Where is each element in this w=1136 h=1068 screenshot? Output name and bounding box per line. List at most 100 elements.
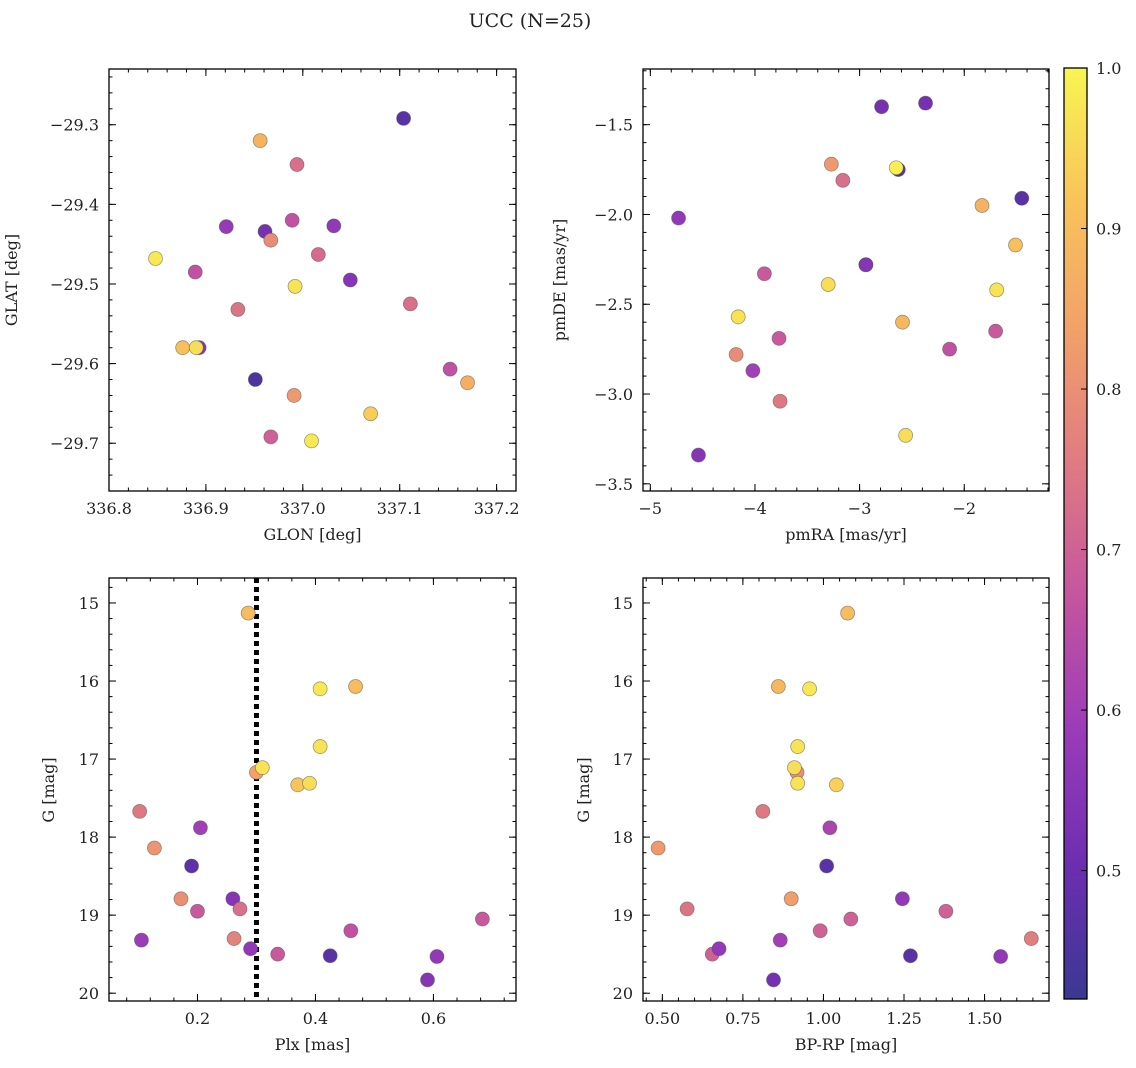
data-point xyxy=(993,949,1009,964)
data-point xyxy=(1008,237,1023,253)
data-point xyxy=(691,447,706,463)
data-point xyxy=(342,272,358,288)
y-tick-label: −3.5 xyxy=(594,475,633,494)
y-tick-label: 15 xyxy=(79,594,99,613)
data-point xyxy=(225,891,241,907)
x-tick-label: 1.00 xyxy=(806,1009,842,1028)
data-point xyxy=(175,340,191,356)
x-tick-label: 1.50 xyxy=(967,1009,1003,1028)
y-tick-label: −29.5 xyxy=(50,275,99,294)
data-point xyxy=(188,340,204,356)
data-point xyxy=(898,427,914,443)
data-point xyxy=(728,347,744,362)
y-tick-label: −3.0 xyxy=(594,385,633,404)
data-point xyxy=(184,858,199,874)
scatter-panel: 336.8 336.9 337.0 337.1 337.2 −29.3 −29.4 −29.5… xyxy=(2,68,520,544)
data-point xyxy=(193,820,208,836)
data-point xyxy=(343,923,359,939)
data-point xyxy=(770,679,786,694)
y-tick-label: 19 xyxy=(613,906,633,925)
data-point xyxy=(402,296,418,312)
data-point xyxy=(895,314,910,330)
x-axis-label: pmRA [mas/yr] xyxy=(785,525,907,544)
data-point xyxy=(790,775,806,791)
y-tick-label: −2.0 xyxy=(594,205,633,224)
data-point xyxy=(460,375,475,391)
y-axis-label: pmDE [mas/yr] xyxy=(550,219,569,342)
data-point xyxy=(243,941,258,957)
plot-frame xyxy=(642,68,1050,492)
data-point xyxy=(263,429,279,445)
y-tick-label: −1.5 xyxy=(594,116,633,135)
data-point xyxy=(679,901,695,917)
data-point xyxy=(286,388,302,403)
data-point xyxy=(304,433,319,449)
data-point xyxy=(766,972,781,988)
y-tick-label: 20 xyxy=(79,984,99,1003)
data-point xyxy=(790,739,806,754)
data-point xyxy=(772,932,788,948)
x-tick-label: 337.0 xyxy=(280,499,326,518)
y-tick-label: −29.7 xyxy=(50,434,99,453)
x-tick-label: 337.2 xyxy=(474,499,520,518)
y-tick-label: 17 xyxy=(613,750,633,769)
panels: 336.8 336.9 337.0 337.1 337.2 −29.3 −29.4 −29.5… xyxy=(2,68,1050,1054)
data-point xyxy=(187,264,203,280)
y-tick-label: 15 xyxy=(613,594,633,613)
data-point xyxy=(938,903,954,919)
data-point xyxy=(190,903,205,919)
data-point xyxy=(671,210,686,226)
data-point xyxy=(148,251,163,266)
data-point xyxy=(134,932,149,948)
data-point xyxy=(232,901,248,917)
data-point xyxy=(312,681,328,697)
colorbar-gradient xyxy=(1064,68,1087,999)
data-point xyxy=(254,760,270,776)
scatter-panel: −5 −4 −3 −2 −1.5 −2.0 −2.5 −3.0 −3.5 pmRA [mas/yr… xyxy=(550,68,1050,544)
data-point xyxy=(326,218,342,234)
colorbar-ticks: 0.5 0.6 0.7 0.8 0.9 1.0 xyxy=(1081,59,1121,881)
x-axis-label: GLON [deg] xyxy=(263,525,361,544)
data-point xyxy=(1023,931,1039,946)
data-point xyxy=(783,891,799,907)
data-point xyxy=(396,110,411,126)
plot-frame xyxy=(108,577,517,1002)
y-tick-label: 18 xyxy=(79,828,99,847)
data-point xyxy=(429,949,445,964)
x-tick-label: 1.25 xyxy=(886,1009,922,1028)
data-point xyxy=(132,803,148,819)
y-tick-label: −29.6 xyxy=(50,355,99,374)
data-point xyxy=(263,232,279,248)
x-tick-label: 0.4 xyxy=(303,1009,328,1028)
x-tick-label: −2 xyxy=(952,499,976,518)
figure-title: UCC (N=25) xyxy=(469,10,592,32)
data-point xyxy=(828,777,844,793)
data-point xyxy=(888,160,904,176)
x-tick-label: 0.6 xyxy=(421,1009,446,1028)
data-point xyxy=(218,219,234,235)
colorbar-tick-label: 0.9 xyxy=(1096,220,1121,239)
data-point xyxy=(802,681,817,697)
y-tick-label: 16 xyxy=(79,672,99,691)
x-tick-label: −4 xyxy=(743,499,767,518)
data-point xyxy=(247,372,263,387)
colorbar-tick-label: 1.0 xyxy=(1096,59,1121,78)
data-point xyxy=(442,361,458,377)
data-point xyxy=(147,840,162,856)
scatter-panel: 0.2 0.4 0.6 15 16 17 18 19 20 Plx [mas] G [mag] xyxy=(39,577,517,1054)
x-tick-label: −5 xyxy=(639,499,663,518)
data-point xyxy=(240,605,256,621)
x-tick-label: 0.2 xyxy=(185,1009,210,1028)
y-tick-label: 19 xyxy=(79,906,99,925)
data-point xyxy=(942,341,957,357)
data-point xyxy=(903,948,918,964)
data-point xyxy=(812,923,828,939)
data-point xyxy=(284,212,300,228)
data-point xyxy=(312,739,328,754)
data-point xyxy=(755,803,771,819)
data-point xyxy=(230,302,246,317)
data-point xyxy=(226,931,242,946)
data-point xyxy=(918,95,933,111)
data-point xyxy=(756,266,772,282)
data-point xyxy=(989,282,1005,298)
